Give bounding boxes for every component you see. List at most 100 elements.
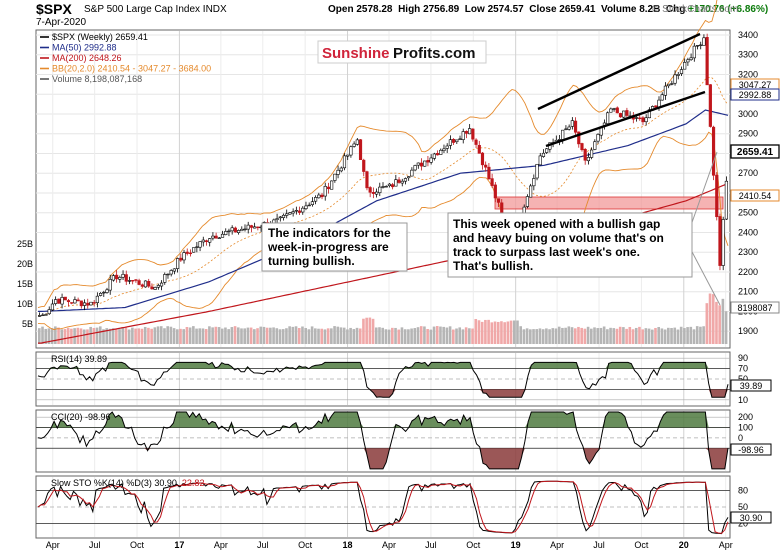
candle-body	[423, 160, 427, 167]
volume-bar	[577, 326, 580, 344]
candle-body	[150, 286, 154, 290]
candle-body	[715, 174, 719, 218]
volume-bar	[317, 328, 320, 344]
volume-bar	[670, 328, 673, 344]
candle-body	[124, 274, 128, 282]
candle-body	[317, 194, 321, 199]
volume-bar	[403, 329, 407, 344]
volume-bar	[201, 328, 205, 344]
price-tick-label: 3000	[738, 109, 758, 119]
volume-bar	[557, 326, 561, 344]
volume-bar	[368, 317, 372, 344]
candle-body	[105, 289, 109, 293]
volume-bar	[676, 329, 680, 344]
candle-body	[692, 45, 696, 59]
candle-body	[301, 207, 305, 213]
candle-body	[121, 273, 125, 278]
sto-d-line	[37, 480, 729, 534]
volume-bar	[246, 327, 250, 344]
annotation-left-box	[261, 222, 408, 272]
volume-bar	[683, 328, 686, 344]
chart-date: 7-Apr-2020	[36, 17, 87, 28]
indicator-tick-label: 10	[738, 395, 748, 405]
candle-body	[567, 126, 571, 130]
candle-body	[670, 83, 674, 85]
legend-entry: MA(200) 2648.26	[52, 53, 122, 63]
candle-body	[249, 225, 254, 228]
candle-body	[320, 194, 324, 198]
volume-bar	[115, 329, 118, 344]
volume-bar	[220, 328, 224, 344]
volume-bar	[371, 318, 375, 344]
svg-text:8198087: 8198087	[737, 303, 772, 313]
svg-text:39.89: 39.89	[740, 381, 763, 391]
candle-body	[92, 302, 96, 304]
price-tick-label: 2500	[738, 208, 758, 218]
volume-bar	[253, 329, 256, 344]
volume-bar	[596, 328, 600, 344]
volume-bar	[477, 320, 481, 344]
volume-bar	[541, 329, 545, 344]
candle-body	[394, 179, 398, 187]
candle-body	[89, 301, 93, 306]
candle-body	[140, 284, 144, 287]
volume-bar	[426, 328, 429, 344]
volume-bar	[580, 327, 583, 344]
volume-bar	[333, 326, 336, 344]
rsi-line	[37, 361, 729, 398]
volume-bar	[82, 329, 86, 344]
candle-body	[442, 148, 446, 151]
price-tick-label: 2400	[738, 227, 758, 237]
candle-body	[236, 230, 241, 233]
volume-bar	[169, 326, 173, 344]
volume-bar	[699, 326, 702, 344]
candle-body	[82, 302, 87, 306]
volume-bar	[342, 327, 346, 344]
candle-body	[500, 202, 504, 214]
legend-entry: Volume 8,198,087,168	[52, 74, 142, 84]
volume-bar	[307, 329, 311, 344]
volume-bar	[573, 328, 577, 344]
volume-bar	[265, 327, 269, 344]
volume-bar	[275, 328, 279, 344]
volume-bar	[41, 326, 44, 344]
volume-bar	[195, 328, 198, 344]
callout-pointer	[689, 151, 718, 229]
volume-bar	[358, 328, 362, 344]
candle-body	[538, 155, 542, 166]
logo-text-sunshine: Sunshine	[322, 45, 390, 62]
candle-body	[243, 228, 247, 231]
candle-body	[387, 183, 392, 187]
candle-body	[452, 138, 456, 143]
volume-bar	[663, 329, 667, 344]
candle-body	[330, 180, 334, 190]
volume-bar	[182, 329, 186, 344]
candle-body	[304, 205, 308, 209]
logo-box	[317, 40, 487, 64]
candle-body	[166, 273, 170, 276]
candle-body	[612, 108, 616, 110]
volume-bar	[147, 327, 150, 344]
legend-entry: MA(50) 2992.88	[52, 43, 117, 53]
cci-line	[37, 411, 729, 470]
candle-body	[573, 120, 578, 133]
volume-bar	[50, 328, 54, 344]
candle-body	[185, 251, 189, 254]
candle-body	[634, 117, 639, 119]
volume-bar	[522, 329, 526, 344]
annotation-left-line: week-in-progress are	[267, 240, 389, 254]
volume-bar	[47, 328, 51, 344]
volume-bar	[609, 327, 612, 344]
volume-bar	[641, 329, 644, 344]
candle-body	[686, 59, 690, 63]
volume-bar	[204, 329, 208, 344]
volume-bar	[79, 328, 83, 344]
candle-body	[307, 204, 311, 207]
x-axis-label: Apr	[550, 540, 564, 550]
candle-body	[326, 186, 331, 190]
volume-bar	[516, 320, 519, 344]
candle-body	[615, 107, 619, 114]
candle-body	[660, 94, 664, 101]
candle-body	[365, 171, 369, 189]
volume-bar	[259, 326, 263, 344]
